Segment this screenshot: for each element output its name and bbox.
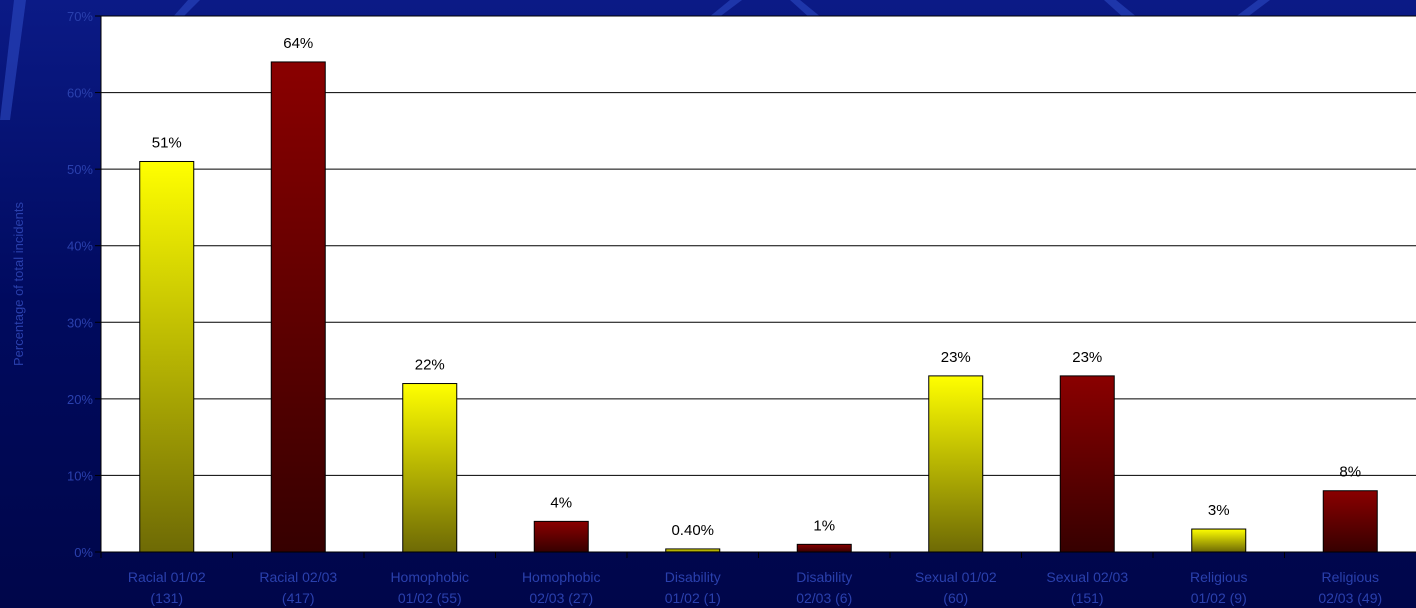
bar: [1059, 375, 1115, 553]
y-tick-label: 50%: [67, 162, 93, 177]
bar: [139, 160, 195, 553]
data-label: 22%: [415, 357, 445, 374]
bar: [270, 61, 326, 553]
decorative-streaks: [0, 0, 1270, 120]
data-label: 4%: [550, 494, 572, 511]
data-label: 64%: [283, 35, 313, 52]
x-tick-label: Religious 02/03 (49): [1318, 569, 1382, 606]
data-labels: 51% 64% 22% 4% 0.40% 1% 23% 23% 3% 8%: [152, 35, 1361, 539]
bar: [1191, 528, 1247, 553]
y-axis-title: Percentage of total incidents: [11, 201, 26, 366]
y-tick-labels: 0% 10% 20% 30% 40% 50% 60% 70%: [67, 9, 93, 560]
y-tick-label: 20%: [67, 392, 93, 407]
data-label: 1%: [813, 517, 835, 534]
bars: [139, 61, 1378, 553]
bar: [402, 383, 458, 553]
data-label: 3%: [1208, 502, 1230, 519]
y-tick-label: 40%: [67, 239, 93, 254]
x-tick-labels: Racial 01/02 (131) Racial 02/03 (417) Homoph…: [100, 552, 1382, 606]
x-tick-label: Racial 01/02 (131): [128, 569, 206, 606]
data-label: 8%: [1339, 464, 1361, 481]
y-tick-label: 10%: [67, 468, 93, 483]
bar: [533, 520, 589, 553]
bar: [1322, 490, 1378, 553]
x-tick-label: Homophobic 02/03 (27): [522, 569, 601, 606]
x-tick-label: Racial 02/03 (417): [259, 569, 337, 606]
x-tick-label: Homophobic 01/02 (55): [390, 569, 469, 606]
y-tick-label: 0%: [74, 545, 93, 560]
data-label: 0.40%: [671, 522, 714, 539]
data-label: 23%: [941, 349, 971, 366]
y-tick-label: 70%: [67, 9, 93, 24]
x-tick-label: Disability 02/03 (6): [796, 569, 852, 606]
y-tick-label: 60%: [67, 86, 93, 101]
bar: [928, 375, 984, 553]
data-label: 51%: [152, 134, 182, 151]
data-label: 23%: [1072, 349, 1102, 366]
x-tick-label: Sexual 01/02 (60): [915, 569, 997, 606]
x-tick-label: Religious 01/02 (9): [1190, 569, 1248, 606]
x-tick-label: Sexual 02/03 (151): [1046, 569, 1128, 606]
bar: [796, 543, 852, 553]
y-tick-label: 30%: [67, 315, 93, 330]
x-tick-label: Disability 01/02 (1): [665, 569, 721, 606]
